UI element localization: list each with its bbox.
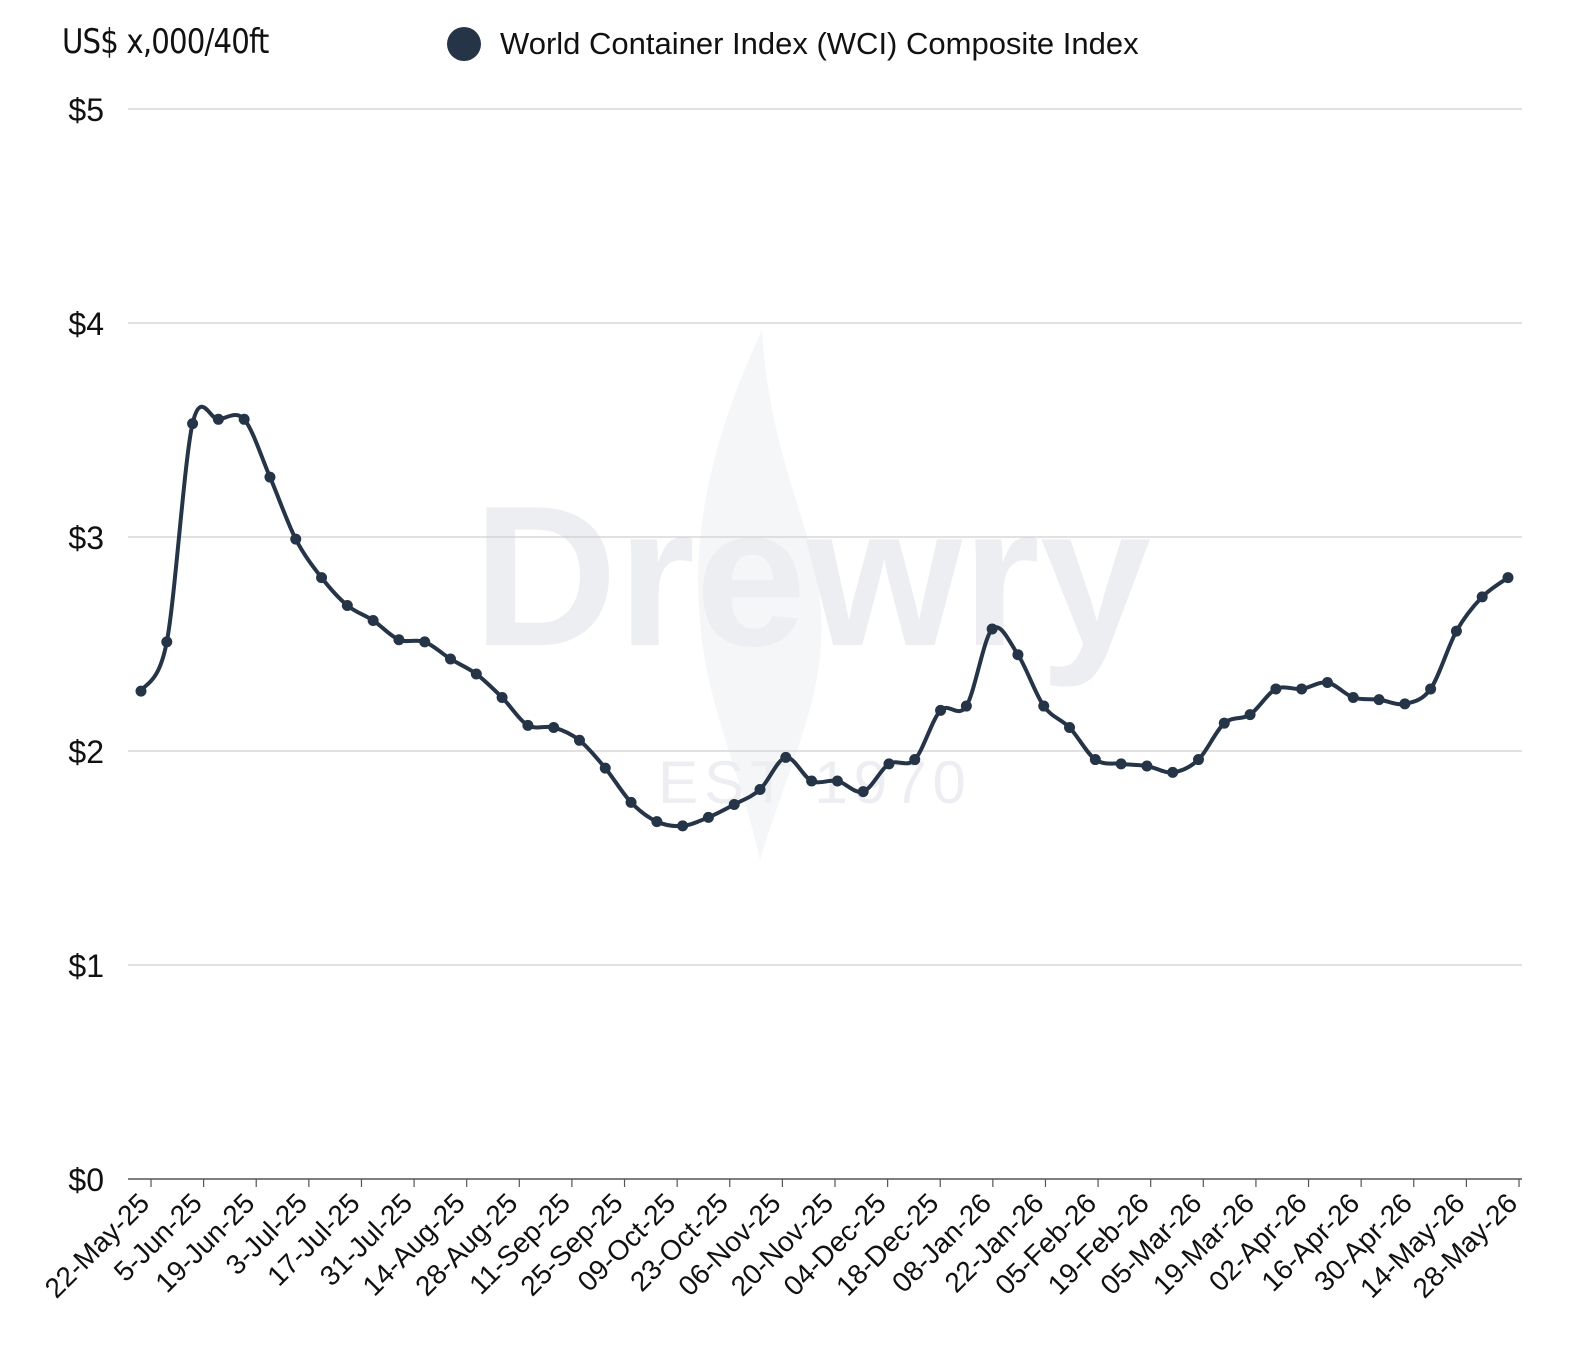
y-tick-label: $4 (68, 306, 104, 342)
data-point (1296, 683, 1308, 695)
data-point (780, 751, 792, 763)
data-point (522, 719, 534, 731)
data-point (161, 636, 173, 648)
data-point (1141, 760, 1153, 772)
data-point (806, 775, 818, 787)
data-point (1038, 700, 1050, 712)
data-point (599, 762, 611, 774)
data-point (341, 599, 353, 611)
data-point (419, 636, 431, 648)
data-point (909, 754, 921, 766)
y-tick-label: $0 (68, 1162, 104, 1198)
data-point (1373, 694, 1385, 706)
data-point (1244, 709, 1256, 721)
data-point (831, 775, 843, 787)
y-tick-label: $1 (68, 948, 104, 984)
data-point (986, 623, 998, 635)
watermark-brand: Drewry (473, 465, 1151, 688)
data-point (1476, 591, 1488, 603)
data-point (367, 614, 379, 626)
data-point (290, 533, 302, 545)
data-point (1347, 692, 1359, 703)
data-point (935, 704, 947, 716)
data-point (264, 471, 276, 483)
data-point (212, 413, 224, 425)
data-point (316, 572, 328, 584)
data-point (393, 634, 405, 646)
legend: World Container Index (WCI) Composite In… (447, 26, 1139, 62)
data-point (187, 418, 199, 430)
data-point (702, 811, 714, 823)
y-tick-label: $2 (68, 734, 104, 770)
data-point (1115, 758, 1127, 770)
data-point (960, 700, 972, 712)
data-point (135, 685, 147, 697)
data-point (651, 816, 663, 828)
data-point (1425, 683, 1437, 695)
data-point (1192, 754, 1204, 766)
data-point (548, 721, 560, 733)
y-tick-label: $3 (68, 520, 104, 556)
data-point (857, 786, 869, 798)
data-point (496, 692, 508, 703)
watermark-flame-shape (698, 330, 822, 860)
data-point (1321, 677, 1333, 689)
y-axis-unit-label: US$ x,000/40ft (62, 22, 269, 62)
data-point (1089, 754, 1101, 766)
data-point (883, 758, 895, 770)
data-point (445, 653, 457, 665)
data-point (1450, 625, 1462, 637)
data-point (1218, 717, 1230, 729)
legend-label: World Container Index (WCI) Composite In… (500, 26, 1139, 61)
legend-marker (447, 27, 481, 61)
data-point (728, 799, 740, 810)
data-point (470, 668, 482, 680)
data-point (1012, 649, 1024, 661)
data-point (1399, 698, 1411, 710)
data-point (1064, 721, 1076, 733)
data-point (238, 413, 250, 425)
data-point (677, 820, 689, 832)
data-point (1502, 572, 1514, 584)
data-point (625, 796, 637, 808)
data-point (1270, 683, 1282, 695)
y-tick-label: $5 (68, 92, 104, 128)
data-point (754, 784, 766, 796)
data-point (1167, 766, 1179, 778)
data-point (573, 734, 585, 746)
